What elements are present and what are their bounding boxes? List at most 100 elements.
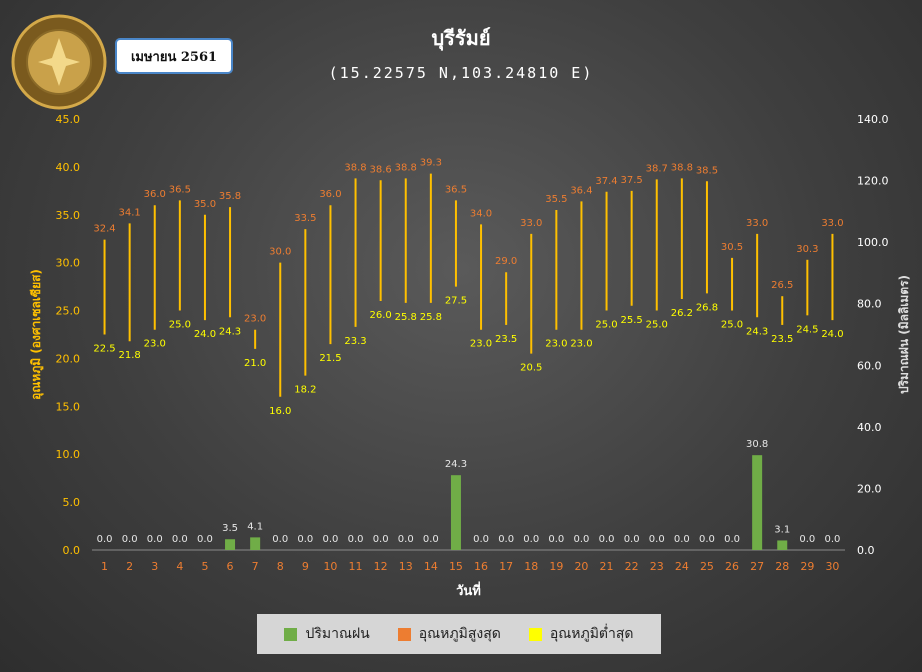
rain-value-label: 3.5 [222,523,238,534]
tmax-value-label: 26.5 [771,280,793,291]
tmax-value-label: 36.0 [144,189,166,200]
rain-value-label: 0.0 [824,534,840,545]
y-left-tick-label: 30.0 [56,257,81,270]
rain-value-label: 0.0 [498,534,514,545]
rain-value-label: 0.0 [699,534,715,545]
x-tick-label: 28 [775,560,789,573]
logo-figure-icon [38,38,80,86]
x-tick-label: 14 [424,560,438,573]
rain-value-label: 30.8 [746,439,768,450]
tmin-value-label: 25.0 [169,320,191,331]
tmin-value-label: 23.0 [545,339,567,350]
legend-swatch-tmin [528,627,542,641]
x-tick-label: 1 [101,560,108,573]
tmax-value-label: 33.5 [294,213,316,224]
tmin-value-label: 25.8 [395,312,417,323]
legend-label-rain: ปริมาณฝน [305,626,370,642]
y-left-tick-label: 20.0 [56,352,81,365]
x-tick-label: 5 [201,560,208,573]
tmin-value-label: 24.3 [746,326,768,337]
rain-value-label: 0.0 [297,534,313,545]
y-left-tick-label: 40.0 [56,161,81,174]
rain-value-label: 0.0 [423,534,439,545]
tmin-value-label: 21.5 [319,353,341,364]
rain-value-label: 0.0 [398,534,414,545]
y-left-axis-title: อุณหภูมิ (องศาเซลเซียส) [29,269,44,400]
tmax-value-label: 35.8 [219,191,241,202]
month-label-box: เมษายน 2561 [115,38,233,74]
tmin-value-label: 25.0 [646,320,668,331]
rain-value-label: 0.0 [799,534,815,545]
tmin-value-label: 21.8 [119,350,141,361]
rain-value-label: 0.0 [548,534,564,545]
rain-value-label: 4.1 [247,521,263,532]
tmin-value-label: 23.5 [495,334,517,345]
legend-item-tmax: อุณหภูมิสูงสุด [397,623,501,645]
tmin-value-label: 18.2 [294,385,316,396]
rain-value-label: 0.0 [122,534,138,545]
y-right-tick-label: 20.0 [857,482,882,495]
y-right-tick-label: 40.0 [857,421,882,434]
rain-value-label: 0.0 [197,534,213,545]
x-tick-label: 20 [574,560,588,573]
x-tick-label: 21 [600,560,614,573]
y-right-tick-label: 100.0 [857,236,889,249]
rain-value-label: 0.0 [348,534,364,545]
legend: ปริมาณฝน อุณหภูมิสูงสุด อุณหภูมิต่ำสุด [257,614,661,654]
rain-value-label: 0.0 [624,534,640,545]
x-tick-label: 26 [725,560,739,573]
tmax-value-label: 30.5 [721,242,743,253]
tmax-value-label: 38.8 [395,162,417,173]
x-tick-label: 13 [399,560,413,573]
tmin-value-label: 27.5 [445,296,467,307]
x-tick-label: 11 [349,560,363,573]
tmin-value-label: 24.0 [821,329,843,340]
chart-subtitle: (15.22575 N,103.24810 E) [328,64,594,82]
tmax-value-label: 38.8 [671,162,693,173]
rain-value-label: 0.0 [649,534,665,545]
y-left-tick-label: 35.0 [56,209,81,222]
tmax-value-label: 33.0 [821,218,843,229]
legend-item-tmin: อุณหภูมิต่ำสุด [528,623,634,645]
x-tick-label: 8 [277,560,284,573]
y-left-tick-label: 15.0 [56,400,81,413]
rain-bar [752,455,763,550]
rain-value-label: 0.0 [147,534,163,545]
tmax-value-label: 30.3 [796,244,818,255]
tmax-value-label: 29.0 [495,256,517,267]
tmin-value-label: 25.0 [595,320,617,331]
rain-bar [450,475,461,550]
tmax-value-label: 36.5 [169,184,191,195]
tmax-value-label: 37.4 [595,176,617,187]
tmax-value-label: 23.0 [244,314,266,325]
tmax-value-label: 37.5 [621,175,643,186]
tmin-value-label: 26.8 [696,302,718,313]
legend-item-rain: ปริมาณฝน [284,623,370,645]
y-right-tick-label: 60.0 [857,359,882,372]
rain-bar [777,540,788,550]
y-right-tick-label: 0.0 [857,544,875,557]
tmin-value-label: 25.0 [721,320,743,331]
rain-value-label: 0.0 [573,534,589,545]
tmin-value-label: 23.3 [344,336,366,347]
tmin-value-label: 23.0 [570,339,592,350]
tmin-value-label: 24.5 [796,324,818,335]
tmin-value-label: 26.2 [671,308,693,319]
tmax-value-label: 36.0 [319,189,341,200]
x-tick-label: 27 [750,560,764,573]
y-left-tick-label: 25.0 [56,305,81,318]
x-tick-label: 6 [227,560,234,573]
chart-title: บุรีรัมย์ [431,26,491,50]
tmax-value-label: 36.5 [445,184,467,195]
x-tick-label: 15 [449,560,463,573]
tmax-value-label: 35.0 [194,199,216,210]
legend-swatch-tmax [397,627,411,641]
rain-value-label: 3.1 [774,524,790,535]
tmin-value-label: 23.5 [771,334,793,345]
legend-swatch-rain [284,627,298,641]
rain-value-label: 0.0 [322,534,338,545]
tmin-value-label: 25.8 [420,312,442,323]
tmin-value-label: 24.0 [194,329,216,340]
y-right-tick-label: 80.0 [857,298,882,311]
